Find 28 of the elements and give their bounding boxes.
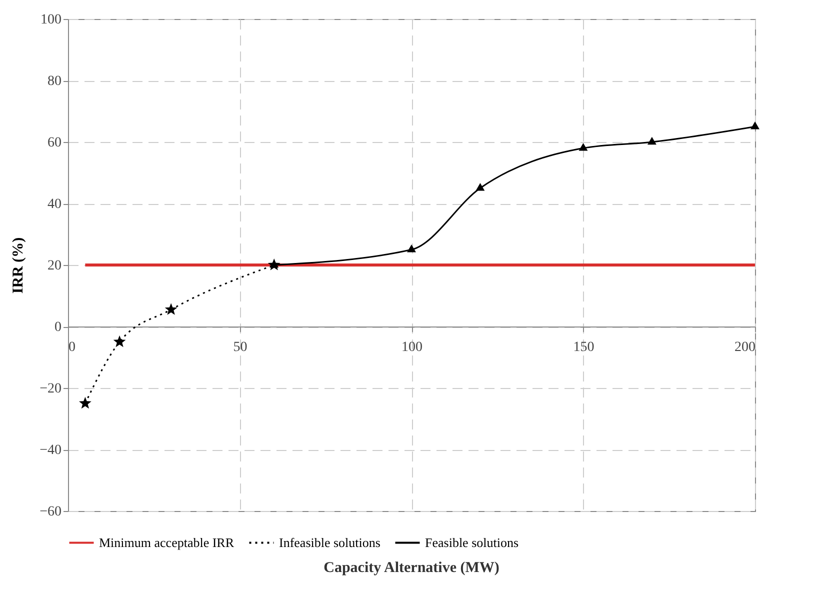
point (407, 244, 416, 252)
point (78, 396, 92, 409)
point (476, 182, 485, 191)
y-tick-label: −40 (40, 443, 62, 458)
y-tick-label: −20 (40, 382, 62, 396)
point (578, 142, 588, 151)
y-tick-label: 40 (48, 197, 62, 212)
y-tick-label: 20 (48, 258, 62, 274)
x-tick-label: 200 (734, 340, 756, 355)
x-axis-title: Capacity Alternative (MW) (324, 560, 500, 576)
point (113, 335, 126, 348)
point (647, 136, 656, 145)
x-tick-label: 100 (402, 340, 422, 355)
legend-label: Feasible solutions (425, 534, 519, 550)
x-tick-label: 0 (68, 340, 76, 355)
x-tick-label: 50 (233, 340, 248, 355)
legend-label: Infeasible solutions (279, 534, 380, 550)
y-tick-label: 60 (48, 136, 62, 150)
y-tick-label: 100 (40, 12, 62, 28)
point (270, 260, 279, 268)
y-axis-title: IRR (%) (10, 237, 27, 294)
y-tick-label: 0 (54, 320, 62, 335)
x-tick-label: 150 (573, 340, 594, 355)
legend-label: Minimum acceptable IRR (99, 534, 234, 550)
y-tick-label: 80 (48, 74, 62, 89)
point (750, 121, 760, 130)
y-tick-label: −60 (40, 504, 62, 520)
point (164, 303, 178, 315)
